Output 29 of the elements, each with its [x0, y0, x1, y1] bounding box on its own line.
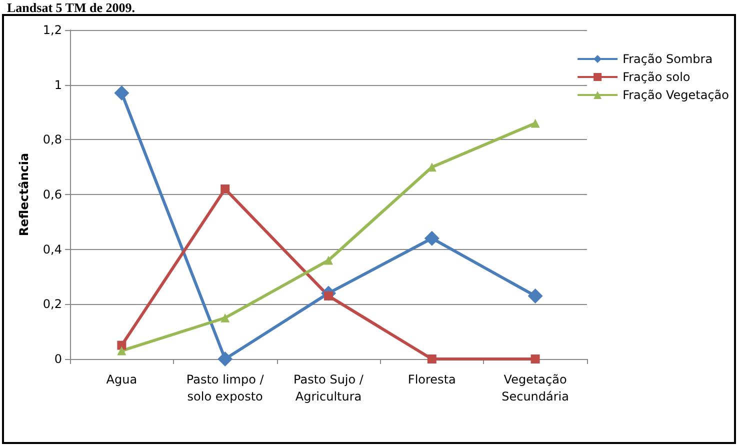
- y-tick-label: 1: [54, 78, 62, 92]
- point: [424, 230, 440, 246]
- legend-label: Fração solo: [622, 70, 690, 84]
- x-tick-label: Floresta: [408, 372, 456, 386]
- x-tick-label: Agua: [106, 372, 138, 386]
- y-tick-label: 0,6: [42, 188, 62, 202]
- y-axis-title: Reflectância: [17, 152, 31, 236]
- y-tick-label: 0,2: [42, 297, 62, 312]
- y-tick-label: 0,8: [42, 132, 62, 147]
- point: [530, 118, 540, 128]
- point: [530, 354, 540, 364]
- point: [117, 340, 126, 350]
- point: [117, 346, 126, 356]
- chart-title: Landsat 5 TM de 2009.: [7, 0, 135, 15]
- point: [218, 352, 233, 366]
- point: [324, 256, 333, 265]
- point: [114, 86, 130, 101]
- point: [220, 313, 230, 322]
- x-tick-label: Pasto Sujo / Agricultura: [294, 372, 364, 404]
- point: [528, 288, 543, 304]
- point: [220, 184, 230, 194]
- x-tick-label: Vegetação Secundária: [502, 372, 570, 404]
- x-tick-label: Pasto limpo / solo exposto: [186, 372, 265, 404]
- y-tick-label: 0,4: [42, 242, 62, 256]
- legend-label: Fração Sombra: [622, 52, 713, 66]
- point: [427, 354, 436, 364]
- y-tick-label: 0: [54, 352, 62, 366]
- legend-label: Fração Vegetação: [622, 88, 729, 102]
- y-tick-label: 1,2: [42, 23, 62, 37]
